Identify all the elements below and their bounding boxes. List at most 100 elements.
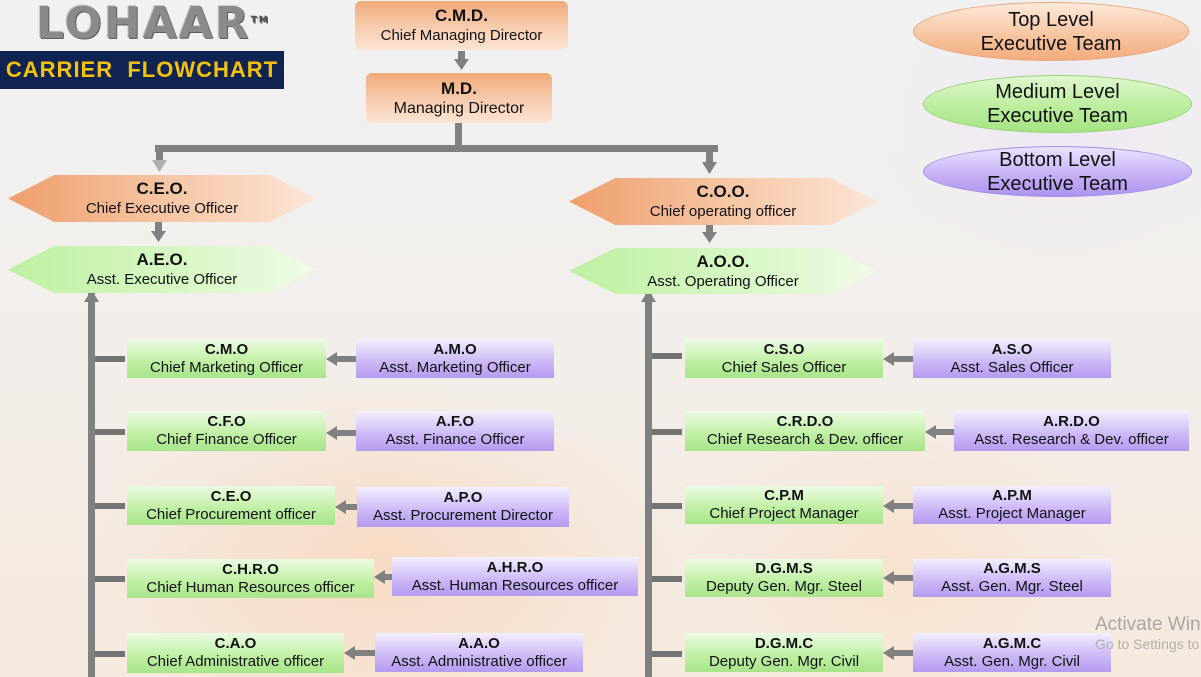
left-row-5-stub [95,651,125,657]
aeo-box: A.E.O. Asst. Executive Officer [8,246,316,293]
left-row-3-stub [95,503,125,509]
left-row-4-arrow [374,570,392,584]
asst-full: Asst. Gen. Mgr. Steel [941,578,1083,595]
right-row-1-arrow [883,352,913,366]
right-row-5-stub [652,651,682,657]
ceo-abbr: C.E.O. [136,179,188,198]
chief-full: Chief Research & Dev. officer [706,431,904,448]
asst-full: Asst. Finance Officer [385,431,525,448]
chief-abbr: C.E.O [210,487,252,505]
ceo-full: Chief Executive Officer [85,200,239,217]
chief-full: Chief Procurement officer [146,505,316,523]
left-row-5-chief: C.A.O Chief Administrative officer [127,633,344,673]
right-row-2-stub [652,429,682,435]
asst-abbr: A.G.M.C [982,634,1042,652]
chief-abbr: C.M.O [204,340,249,358]
left-row-3-arrow [335,500,357,514]
right-row-3-asst: A.P.M Asst. Project Manager [913,486,1111,524]
right-row-4-stub [652,576,682,582]
chief-abbr: C.A.O [214,635,257,652]
watermark-line-2: Go to Settings to activate Windows. [1095,636,1201,652]
watermark-line-1: Activate Windows [1095,614,1201,635]
right-row-1-stub [652,353,682,359]
asst-abbr: A.P.M [992,487,1032,504]
title-banner: CARRIER FLOWCHART [0,51,284,89]
coo-full: Chief operating officer [649,203,797,220]
asst-full: Asst. Research & Dev. officer [974,431,1169,448]
left-row-5-asst: A.A.O Asst. Administrative officer [375,633,583,672]
right-row-1-chief: C.S.O Chief Sales Officer [685,339,883,378]
right-row-3-arrow [883,499,913,513]
legend-top-label: Top Level Executive Team [980,8,1122,55]
md-abbr: M.D. [441,78,477,98]
legend-bottom-label: Bottom Level Executive Team [987,148,1128,195]
legend-bottom-level: Bottom Level Executive Team [923,146,1192,197]
logo-text: LOHAAR [36,0,251,49]
left-row-1-stub [95,356,125,362]
left-row-1-chief: C.M.O Chief Marketing Officer [127,339,326,378]
asst-abbr: A.G.M.S [983,560,1041,577]
left-row-2-asst: A.F.O Asst. Finance Officer [356,411,554,451]
left-row-2-arrow [326,426,356,440]
company-logo: LOHAARTM [36,0,270,52]
left-row-3-asst: A.P.O Asst. Procurement Director [357,487,569,527]
left-row-2-stub [95,429,125,435]
chief-abbr: C.P.M [764,487,804,504]
aoo-box: A.O.O. Asst. Operating Officer [569,248,877,294]
asst-full: Asst. Marketing Officer [379,358,531,376]
asst-full: Asst. Procurement Director [372,507,554,524]
chief-abbr: D.G.M.S [755,560,813,577]
left-row-5-arrow [344,646,375,660]
chief-full: Chief Administrative officer [146,653,325,670]
md-full: Managing Director [393,99,525,117]
left-row-1-arrow [326,352,356,366]
chief-full: Chief Project Manager [709,505,859,522]
asst-abbr: A.H.R.O [486,558,544,576]
trademark-mark: TM [250,15,270,26]
aeo-full: Asst. Executive Officer [86,271,238,288]
md-box: M.D. Managing Director [366,73,552,123]
chief-full: Deputy Gen. Mgr. Civil [708,652,860,670]
chief-full: Chief Human Resources officer [146,578,355,596]
right-row-5-asst: A.G.M.C Asst. Gen. Mgr. Civil [913,633,1111,672]
right-row-1-asst: A.S.O Asst. Sales Officer [913,339,1111,378]
right-row-4-arrow [883,571,913,585]
legend-medium-label: Medium Level Executive Team [987,81,1128,127]
right-row-3-chief: C.P.M Chief Project Manager [685,486,883,524]
aoo-full: Asst. Operating Officer [647,272,799,290]
asst-abbr: A.F.O [435,413,475,430]
cmd-abbr: C.M.D. [435,6,488,25]
chief-abbr: C.F.O [207,413,246,430]
left-row-4-chief: C.H.R.O Chief Human Resources officer [127,559,374,598]
asst-abbr: A.A.O [458,634,500,652]
asst-full: Asst. Gen. Mgr. Civil [944,652,1080,670]
asst-full: Asst. Project Manager [938,505,1086,522]
ceo-box: C.E.O. Chief Executive Officer [8,175,316,222]
banner-title: CARRIER FLOWCHART [5,57,279,82]
right-row-3-stub [652,503,682,509]
chief-abbr: C.R.D.O [776,413,834,430]
left-row-3-chief: C.E.O Chief Procurement officer [127,486,335,525]
aoo-abbr: A.O.O. [696,251,750,271]
asst-full: Asst. Administrative officer [391,652,567,670]
left-row-4-asst: A.H.R.O Asst. Human Resources officer [392,557,638,596]
right-row-2-arrow [925,425,954,439]
left-row-1-asst: A.M.O Asst. Marketing Officer [356,339,554,378]
right-row-2-asst: A.R.D.O Asst. Research & Dev. officer [954,411,1189,451]
left-row-4-stub [95,576,125,582]
asst-full: Asst. Human Resources officer [411,576,619,594]
activate-watermark: Activate Windows Go to Settings to activ… [1095,614,1201,658]
legend-medium-level: Medium Level Executive Team [923,75,1192,133]
cmd-box: C.M.D. Chief Managing Director [355,1,568,50]
chief-abbr: C.H.R.O [222,560,279,578]
legend-top-level: Top Level Executive Team [913,2,1189,61]
chief-full: Chief Sales Officer [721,358,847,376]
cmd-full: Chief Managing Director [380,27,543,44]
right-row-4-chief: D.G.M.S Deputy Gen. Mgr. Steel [685,559,883,597]
chief-full: Chief Marketing Officer [149,358,304,376]
aeo-abbr: A.E.O. [136,250,188,269]
right-row-4-asst: A.G.M.S Asst. Gen. Mgr. Steel [913,559,1111,597]
chief-full: Chief Finance Officer [156,431,297,448]
coo-abbr: C.O.O. [696,182,750,201]
asst-abbr: A.R.D.O [1043,413,1100,430]
